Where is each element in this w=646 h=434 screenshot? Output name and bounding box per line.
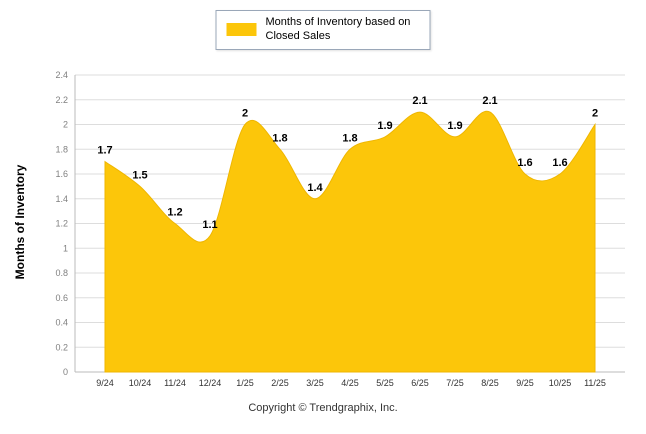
svg-text:9/25: 9/25 bbox=[516, 378, 534, 388]
data-labels: 1.7 1.5 1.2 1.1 2 1.8 1.4 1.8 1.9 2.1 1.9 2.1 1.6 1.6… bbox=[97, 95, 598, 231]
svg-text:1.1: 1.1 bbox=[202, 219, 217, 231]
svg-text:1.9: 1.9 bbox=[377, 120, 392, 132]
svg-text:0.8: 0.8 bbox=[55, 268, 68, 278]
svg-text:2: 2 bbox=[592, 108, 598, 120]
svg-text:0: 0 bbox=[63, 367, 68, 377]
svg-text:1/25: 1/25 bbox=[236, 378, 254, 388]
svg-text:9/24: 9/24 bbox=[96, 378, 114, 388]
svg-text:1.4: 1.4 bbox=[55, 194, 68, 204]
area-series bbox=[104, 110, 596, 373]
svg-text:4/25: 4/25 bbox=[341, 378, 359, 388]
y-axis-labels: 0 0.2 0.4 0.6 0.8 1 1.2 1.4 1.6 1.8 2 2.2 2.4 bbox=[55, 70, 68, 377]
svg-text:1.6: 1.6 bbox=[55, 169, 68, 179]
svg-text:1.8: 1.8 bbox=[272, 132, 287, 144]
y-axis-title: Months of Inventory bbox=[13, 164, 27, 280]
inventory-area-chart: 00.20.40.60.811.21.41.61.822.22.41.71.51… bbox=[55, 70, 625, 388]
svg-text:7/25: 7/25 bbox=[446, 378, 464, 388]
svg-text:2.1: 2.1 bbox=[482, 95, 497, 107]
svg-text:1: 1 bbox=[63, 243, 68, 253]
svg-text:2: 2 bbox=[63, 120, 68, 130]
svg-text:11/25: 11/25 bbox=[584, 378, 606, 388]
svg-text:1.5: 1.5 bbox=[132, 169, 147, 181]
svg-text:0.6: 0.6 bbox=[55, 293, 68, 303]
svg-text:1.2: 1.2 bbox=[167, 207, 182, 219]
svg-text:2.4: 2.4 bbox=[55, 70, 68, 80]
svg-text:1.4: 1.4 bbox=[307, 182, 323, 194]
svg-text:12/24: 12/24 bbox=[199, 378, 222, 388]
svg-text:2: 2 bbox=[242, 108, 248, 120]
svg-text:2/25: 2/25 bbox=[271, 378, 289, 388]
svg-text:1.8: 1.8 bbox=[342, 132, 357, 144]
svg-text:2.1: 2.1 bbox=[412, 95, 427, 107]
svg-text:0.2: 0.2 bbox=[55, 342, 68, 352]
x-axis-labels: 9/24 10/24 11/24 12/24 1/25 2/25 3/25 4/25 5/25 6… bbox=[96, 378, 606, 388]
svg-text:10/25: 10/25 bbox=[549, 378, 572, 388]
legend-label: Months of Inventory based on Closed Sale… bbox=[265, 16, 411, 42]
svg-text:1.8: 1.8 bbox=[55, 144, 68, 154]
svg-text:8/25: 8/25 bbox=[481, 378, 499, 388]
svg-text:6/25: 6/25 bbox=[411, 378, 429, 388]
svg-text:10/24: 10/24 bbox=[129, 378, 152, 388]
svg-text:11/24: 11/24 bbox=[164, 378, 186, 388]
svg-text:1.2: 1.2 bbox=[55, 219, 68, 229]
svg-text:1.7: 1.7 bbox=[97, 145, 112, 157]
svg-text:3/25: 3/25 bbox=[306, 378, 324, 388]
svg-text:1.6: 1.6 bbox=[517, 157, 532, 169]
svg-text:5/25: 5/25 bbox=[376, 378, 394, 388]
svg-text:2.2: 2.2 bbox=[55, 95, 68, 105]
svg-text:1.9: 1.9 bbox=[447, 120, 462, 132]
copyright-text: Copyright © Trendgraphix, Inc. bbox=[248, 402, 398, 414]
legend-box: Months of Inventory based on Closed Sale… bbox=[215, 10, 431, 50]
svg-text:1.6: 1.6 bbox=[552, 157, 567, 169]
svg-text:0.4: 0.4 bbox=[55, 318, 68, 328]
legend-swatch-icon bbox=[226, 23, 257, 37]
